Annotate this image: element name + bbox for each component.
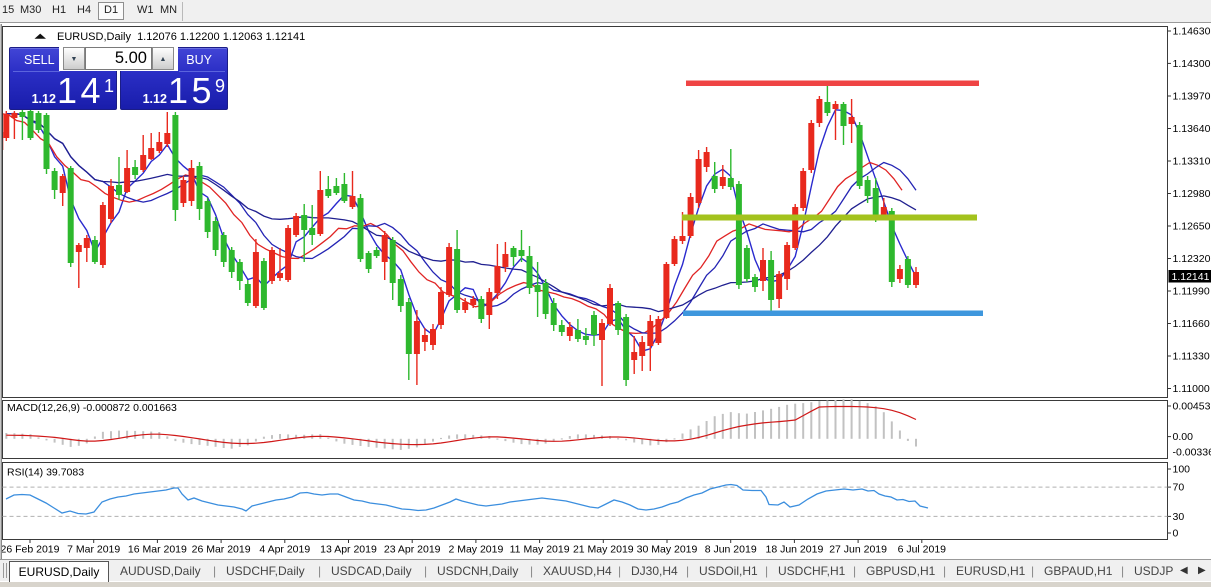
svg-text:1.13640: 1.13640	[1173, 123, 1211, 135]
svg-text:7 Mar 2019: 7 Mar 2019	[67, 544, 120, 556]
svg-text:70: 70	[1173, 482, 1185, 494]
svg-text:16 Mar 2019: 16 Mar 2019	[128, 544, 187, 556]
svg-text:6 Jul 2019: 6 Jul 2019	[898, 544, 947, 556]
svg-text:1.13970: 1.13970	[1173, 91, 1211, 103]
svg-text:1.11990: 1.11990	[1173, 286, 1210, 298]
svg-text:RSI(14) 39.7083: RSI(14) 39.7083	[7, 467, 84, 479]
svg-text:11 May 2019: 11 May 2019	[510, 544, 570, 556]
svg-text:4 Apr 2019: 4 Apr 2019	[259, 544, 310, 556]
svg-text:2 May 2019: 2 May 2019	[448, 544, 503, 556]
svg-text:100: 100	[1173, 464, 1191, 476]
svg-text:30 May 2019: 30 May 2019	[637, 544, 698, 556]
svg-text:23 Apr 2019: 23 Apr 2019	[384, 544, 441, 556]
svg-text:1.14300: 1.14300	[1173, 58, 1211, 70]
svg-text:1.11330: 1.11330	[1173, 351, 1210, 363]
svg-text:18 Jun 2019: 18 Jun 2019	[765, 544, 823, 556]
svg-text:27 Jun 2019: 27 Jun 2019	[829, 544, 887, 556]
svg-text:13 Apr 2019: 13 Apr 2019	[320, 544, 377, 556]
svg-text:-0.003362: -0.003362	[1173, 447, 1211, 459]
svg-text:MACD(12,26,9) -0.000872 0.0016: MACD(12,26,9) -0.000872 0.001663	[7, 402, 177, 414]
svg-text:1.12650: 1.12650	[1173, 221, 1211, 233]
svg-text:30: 30	[1173, 511, 1185, 523]
svg-text:0.00: 0.00	[1173, 431, 1194, 443]
svg-text:1.12141: 1.12141	[1172, 271, 1210, 283]
svg-text:26 Mar 2019: 26 Mar 2019	[192, 544, 251, 556]
svg-text:1.12320: 1.12320	[1173, 253, 1211, 265]
svg-text:1.11000: 1.11000	[1173, 383, 1210, 395]
svg-text:EURUSD,Daily 1.12076 1.12200: EURUSD,Daily 1.12076 1.12200 1.12063 1.1…	[57, 31, 305, 43]
svg-text:21 May 2019: 21 May 2019	[573, 544, 634, 556]
svg-text:0.004537: 0.004537	[1173, 401, 1211, 413]
svg-text:1.12980: 1.12980	[1173, 188, 1211, 200]
svg-text:8 Jun 2019: 8 Jun 2019	[705, 544, 757, 556]
svg-text:1.13310: 1.13310	[1173, 156, 1211, 168]
svg-text:0: 0	[1173, 528, 1179, 540]
svg-text:1.14630: 1.14630	[1173, 26, 1211, 38]
svg-text:1.11660: 1.11660	[1173, 318, 1210, 330]
svg-text:26 Feb 2019: 26 Feb 2019	[1, 544, 60, 556]
